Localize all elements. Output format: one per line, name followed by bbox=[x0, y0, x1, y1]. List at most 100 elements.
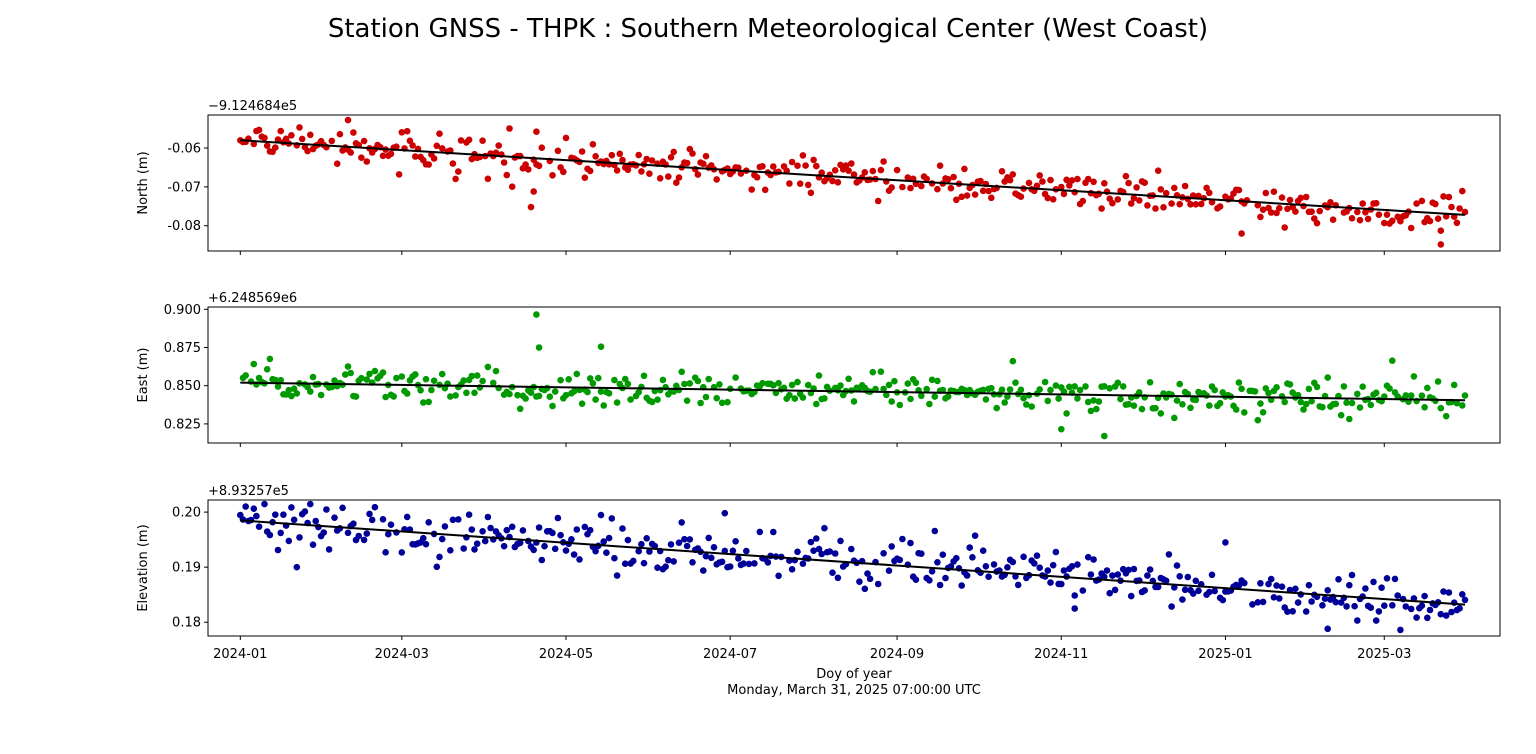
data-point bbox=[549, 402, 556, 410]
data-point bbox=[1346, 415, 1353, 423]
east-offset-label: +6.248569e6 bbox=[208, 291, 297, 306]
data-point bbox=[1066, 383, 1073, 391]
data-point bbox=[874, 580, 882, 588]
data-point bbox=[1267, 575, 1275, 583]
data-point bbox=[1407, 392, 1415, 399]
data-point bbox=[242, 372, 249, 379]
data-point bbox=[1284, 205, 1291, 213]
data-point bbox=[425, 519, 433, 526]
data-point bbox=[1372, 389, 1380, 397]
data-point bbox=[1033, 552, 1041, 559]
data-point bbox=[662, 563, 669, 570]
data-point bbox=[522, 161, 529, 168]
data-point bbox=[971, 532, 979, 539]
data-point bbox=[1017, 193, 1025, 200]
data-point bbox=[1453, 399, 1461, 407]
data-point bbox=[578, 400, 586, 408]
data-point bbox=[1445, 193, 1453, 201]
data-point bbox=[1343, 603, 1350, 610]
data-point bbox=[1397, 217, 1404, 225]
data-point bbox=[928, 376, 936, 384]
data-point bbox=[263, 366, 271, 373]
data-point bbox=[635, 388, 642, 396]
data-point bbox=[1437, 610, 1445, 618]
data-point bbox=[288, 392, 295, 400]
data-point bbox=[1254, 599, 1262, 606]
data-point bbox=[953, 554, 960, 562]
data-point bbox=[395, 171, 403, 178]
chart-title: Station GNSS - THPK : Southern Meteorolo… bbox=[328, 14, 1208, 44]
data-point bbox=[770, 163, 777, 170]
data-point bbox=[557, 376, 564, 384]
data-point bbox=[1179, 596, 1186, 603]
data-point bbox=[1257, 580, 1264, 587]
data-point bbox=[1362, 585, 1369, 592]
data-point bbox=[471, 546, 478, 553]
data-point bbox=[670, 148, 677, 156]
data-point bbox=[710, 544, 718, 551]
data-point bbox=[804, 381, 812, 389]
data-point bbox=[350, 520, 357, 527]
data-point bbox=[1181, 182, 1189, 190]
data-point bbox=[1319, 403, 1326, 411]
data-point bbox=[1173, 562, 1181, 569]
data-point bbox=[438, 370, 446, 378]
data-point bbox=[1020, 553, 1027, 561]
data-point bbox=[834, 574, 842, 582]
data-point bbox=[1079, 197, 1087, 205]
data-point bbox=[675, 539, 683, 546]
data-point bbox=[1192, 396, 1200, 404]
data-point bbox=[412, 371, 419, 378]
data-point bbox=[818, 169, 825, 176]
data-point bbox=[339, 504, 346, 512]
data-point bbox=[678, 519, 685, 526]
data-point bbox=[1281, 398, 1288, 406]
data-point bbox=[347, 149, 355, 156]
data-point bbox=[1459, 591, 1466, 598]
data-point bbox=[977, 177, 984, 185]
data-point bbox=[1308, 598, 1315, 605]
data-point bbox=[1348, 399, 1356, 407]
data-point bbox=[1313, 383, 1321, 391]
data-point bbox=[616, 150, 624, 158]
data-point bbox=[479, 137, 486, 144]
data-point bbox=[1084, 398, 1092, 406]
data-point bbox=[1114, 379, 1122, 387]
data-point bbox=[713, 176, 720, 183]
data-point bbox=[1276, 595, 1283, 602]
data-point bbox=[1060, 190, 1068, 198]
data-point bbox=[1372, 199, 1380, 207]
data-point bbox=[409, 142, 416, 149]
data-point bbox=[1036, 564, 1043, 571]
data-point bbox=[697, 399, 704, 407]
data-point bbox=[1184, 573, 1192, 581]
data-point bbox=[1437, 227, 1445, 234]
data-point bbox=[842, 162, 850, 169]
data-point bbox=[1060, 567, 1068, 574]
data-point bbox=[705, 375, 712, 383]
east-ytick-label: 0.875 bbox=[164, 341, 201, 356]
data-point bbox=[643, 535, 650, 542]
data-point bbox=[387, 521, 395, 528]
data-point bbox=[1270, 594, 1278, 601]
data-point bbox=[971, 191, 979, 198]
data-point bbox=[403, 390, 411, 397]
data-point bbox=[638, 540, 645, 548]
data-point bbox=[1367, 401, 1375, 409]
data-point bbox=[447, 547, 454, 554]
data-point bbox=[1060, 388, 1068, 395]
data-point bbox=[877, 166, 885, 174]
data-point bbox=[433, 563, 441, 571]
data-point bbox=[659, 376, 667, 384]
data-point bbox=[1041, 378, 1049, 386]
data-point bbox=[309, 373, 317, 381]
panel-east: +6.248569e6 0.900 0.875 0.850 0.825 East (m) bbox=[136, 291, 1501, 447]
data-point bbox=[735, 164, 742, 171]
data-point bbox=[1367, 604, 1375, 611]
data-point bbox=[1418, 392, 1426, 400]
data-point bbox=[613, 399, 621, 406]
data-point bbox=[573, 526, 581, 533]
data-point bbox=[296, 124, 303, 131]
data-point bbox=[958, 582, 965, 589]
data-point bbox=[837, 382, 844, 389]
